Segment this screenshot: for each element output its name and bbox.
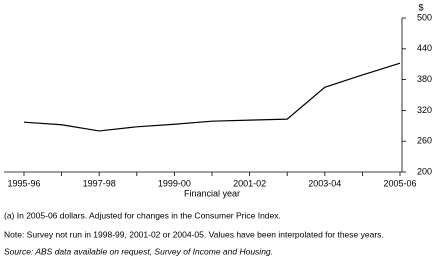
x-tick-label: 2003-04 bbox=[308, 178, 341, 188]
y-tick-label: 500 bbox=[417, 12, 432, 22]
note: Note: Survey not run in 1998-99, 2001-02… bbox=[4, 229, 384, 239]
x-tick-label: 2005-06 bbox=[383, 178, 416, 188]
y-tick-label: 260 bbox=[417, 136, 432, 146]
note: Source: ABS data available on request, S… bbox=[4, 246, 273, 256]
y-unit: $ bbox=[418, 2, 423, 12]
x-axis-label: Financial year bbox=[184, 188, 240, 198]
line bbox=[23, 62, 401, 132]
x-tick-label: 2001-02 bbox=[233, 178, 266, 188]
x-tick-label: 1997-98 bbox=[83, 178, 116, 188]
y-tick-label: 440 bbox=[417, 43, 432, 53]
y-tick-label: 200 bbox=[417, 166, 432, 176]
y-tick-label: 380 bbox=[417, 74, 432, 84]
x-tick-label: 1995-96 bbox=[7, 178, 40, 188]
y-tick-label: 320 bbox=[417, 105, 432, 115]
x-tick-label: 1999-00 bbox=[158, 178, 191, 188]
note: (a) In 2005-06 dollars. Adjusted for cha… bbox=[4, 210, 281, 220]
